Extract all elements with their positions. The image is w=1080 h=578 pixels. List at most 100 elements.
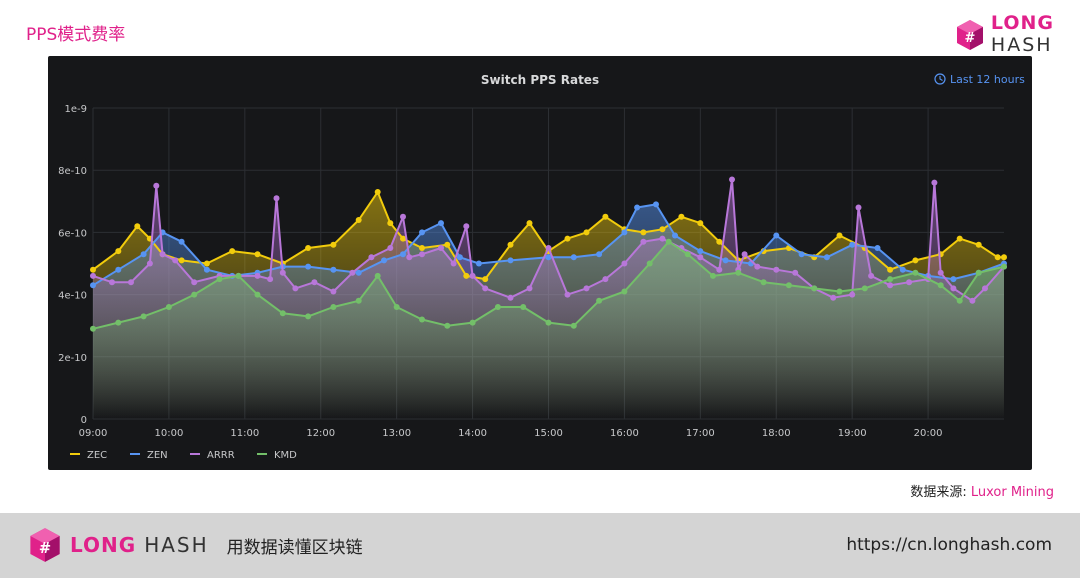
data-point-zen: [178, 238, 185, 245]
data-point-arrr: [716, 266, 723, 273]
data-point-arrr: [741, 251, 748, 258]
data-point-zec: [305, 245, 312, 251]
x-tick-label: 19:00: [838, 428, 867, 439]
data-point-arrr: [450, 260, 457, 267]
data-point-zen: [697, 248, 704, 255]
source-name: Luxor Mining: [970, 485, 1054, 500]
data-point-arrr: [855, 204, 862, 211]
data-point-arrr: [773, 266, 780, 273]
data-point-arrr: [754, 263, 761, 270]
legend-label: ZEC: [87, 450, 107, 461]
data-point-zec: [203, 260, 210, 267]
data-point-kmd: [330, 304, 337, 310]
data-point-zec: [640, 229, 647, 236]
data-point-zec: [659, 226, 666, 233]
data-point-arrr: [438, 245, 444, 251]
data-point-zec: [602, 213, 609, 220]
data-point-arrr: [602, 276, 609, 283]
data-point-zen: [475, 260, 482, 267]
data-point-kmd: [710, 272, 716, 279]
data-point-zen: [545, 254, 552, 261]
clock-hands: [939, 76, 943, 81]
legend-label: KMD: [274, 450, 297, 461]
data-point-kmd: [444, 322, 451, 329]
data-point-zen: [672, 232, 678, 239]
data-point-zen: [798, 251, 805, 258]
data-point-zec: [178, 257, 185, 264]
data-point-kmd: [305, 313, 312, 320]
data-point-zen: [438, 220, 444, 227]
y-tick-label: 0: [81, 415, 87, 426]
data-point-zec: [836, 232, 843, 239]
data-point-zec: [444, 241, 451, 248]
data-point-zen: [330, 266, 337, 273]
data-point-zec: [400, 235, 406, 242]
data-point-kmd: [355, 297, 362, 304]
data-point-zen: [773, 232, 780, 239]
data-point-zec: [1001, 254, 1007, 261]
data-point-arrr: [792, 269, 799, 276]
data-point-zec: [254, 251, 261, 258]
legend-item-kmd[interactable]: KMD: [257, 450, 297, 461]
footer-word-hash: HASH: [144, 533, 209, 557]
data-point-kmd: [279, 310, 286, 317]
data-point-zen: [203, 266, 210, 273]
data-point-arrr: [419, 251, 425, 258]
time-range-picker[interactable]: Last 12 hours: [934, 73, 1025, 86]
data-point-kmd: [861, 285, 868, 292]
data-point-arrr: [146, 260, 153, 267]
data-point-arrr: [406, 254, 413, 261]
y-tick-label: 4e-10: [58, 291, 87, 302]
x-tick-label: 18:00: [762, 428, 791, 439]
data-point-zen: [596, 251, 603, 258]
legend-item-arrr[interactable]: ARRR: [190, 450, 235, 461]
y-tick-label: 1e-9: [65, 104, 88, 115]
data-point-arrr: [172, 257, 179, 264]
data-point-zen: [115, 266, 122, 273]
svg-text:#: #: [964, 31, 975, 46]
data-point-kmd: [684, 251, 691, 258]
data-point-arrr: [545, 245, 552, 251]
x-tick-label: 09:00: [79, 428, 108, 439]
data-point-zen: [634, 204, 641, 211]
data-point-zen: [849, 241, 856, 248]
legend-label: ZEN: [147, 450, 168, 461]
source-label: 数据来源:: [910, 485, 967, 500]
series-line-arrr: [92, 178, 1005, 302]
data-point-arrr: [400, 213, 406, 220]
data-point-arrr: [830, 294, 837, 301]
data-point-zen: [381, 257, 387, 264]
data-point-zen: [456, 254, 463, 261]
data-point-zen: [400, 251, 406, 258]
data-point-zec: [387, 220, 394, 227]
data-point-arrr: [109, 279, 115, 286]
x-tick-label: 11:00: [230, 428, 259, 439]
data-point-arrr: [931, 179, 938, 186]
footer-logo: # LONG HASH 用数据读懂区块链: [28, 527, 363, 563]
x-tick-label: 15:00: [534, 428, 563, 439]
footer-url[interactable]: https://cn.longhash.com: [846, 535, 1052, 555]
longhash-cube-icon: #: [30, 528, 60, 562]
data-point-arrr: [729, 176, 735, 183]
data-point-arrr: [887, 282, 894, 289]
data-point-kmd: [975, 269, 982, 276]
data-point-kmd: [494, 304, 501, 310]
data-source: 数据来源: Luxor Mining: [910, 481, 1054, 500]
data-point-zec: [419, 245, 425, 251]
data-point-kmd: [956, 297, 963, 304]
data-point-zec: [956, 235, 963, 242]
brand-logo: # LONG HASH: [955, 14, 1054, 55]
x-tick-label: 17:00: [686, 428, 715, 439]
data-point-arrr: [659, 235, 666, 242]
data-point-arrr: [640, 238, 647, 245]
legend-item-zen[interactable]: ZEN: [130, 450, 168, 461]
footer-word-long: LONG: [70, 533, 137, 557]
data-point-kmd: [419, 316, 425, 323]
data-point-zec: [482, 276, 489, 283]
legend-item-zec[interactable]: ZEC: [70, 450, 107, 461]
data-point-kmd: [374, 272, 381, 279]
footer-bar: # LONG HASH 用数据读懂区块链 https://cn.longhash…: [0, 513, 1080, 578]
data-point-zec: [374, 189, 381, 195]
data-point-arrr: [128, 279, 134, 286]
clock-icon: [934, 73, 946, 85]
